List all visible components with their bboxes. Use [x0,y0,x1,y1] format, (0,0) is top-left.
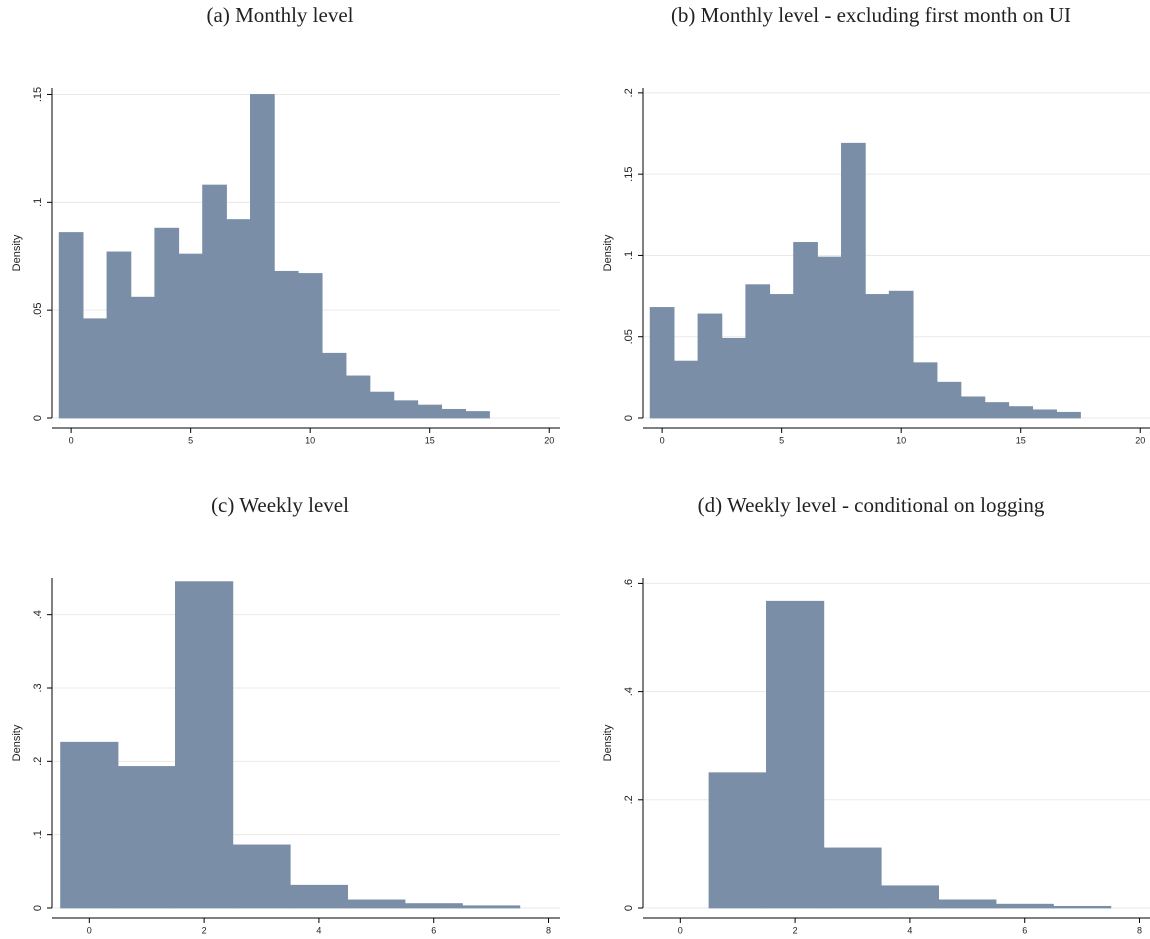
x-tick-label: 8 [1137,925,1142,935]
x-tick-label: 8 [546,925,551,935]
y-tick-label: .05 [623,329,635,344]
bar [250,94,275,419]
y-tick-label: .2 [32,757,44,766]
x-tick-label: 20 [1135,435,1145,445]
x-tick-label: 4 [316,925,321,935]
y-axis-label: Density [11,234,23,271]
y-tick-label: .15 [32,87,44,102]
x-tick-label: 0 [69,435,74,445]
y-tick-label: .2 [623,795,635,804]
bar [649,307,675,419]
bar [130,296,156,419]
y-tick-label: .1 [32,198,44,207]
chart-title: (c) Weekly level [211,493,349,517]
y-tick-label: .6 [623,579,635,588]
bar [769,294,795,419]
x-tick-label: 0 [678,925,683,935]
y-tick-label: 0 [623,415,635,421]
bar [154,227,180,419]
bar [1008,406,1034,419]
bar [766,600,825,909]
x-tick-label: 2 [793,925,798,935]
bar [708,772,767,909]
bar [232,844,291,909]
bar [441,408,466,419]
bar [175,581,234,909]
x-tick-label: 0 [87,925,92,935]
x-tick-label: 15 [425,435,435,445]
bar [1032,409,1057,419]
chart-title: (b) Monthly level - excluding first mont… [671,3,1071,27]
bar [1056,411,1081,419]
bar [178,253,204,419]
y-tick-label: .1 [32,830,44,839]
bar [960,396,986,419]
x-tick-label: 6 [1022,925,1027,935]
x-tick-label: 0 [660,435,665,445]
bar [938,899,997,909]
bar [106,251,132,419]
x-tick-label: 10 [896,435,906,445]
y-tick-label: .1 [623,251,635,260]
bar [369,391,395,419]
y-tick-label: 0 [32,415,44,421]
bar [345,375,371,419]
chart-title: (d) Weekly level - conditional on loggin… [698,493,1045,517]
bar [465,411,490,419]
x-tick-label: 10 [305,435,315,445]
y-axis-label: Density [602,234,614,271]
bar [60,741,119,909]
x-tick-label: 6 [431,925,436,935]
bar [936,381,962,419]
x-tick-label: 4 [907,925,912,935]
bar [793,242,818,419]
bar [321,352,347,419]
bar [912,362,938,419]
bar [202,184,227,419]
bar [745,284,771,419]
x-tick-label: 5 [779,435,784,445]
x-tick-label: 5 [188,435,193,445]
bar [82,318,108,419]
y-tick-label: .2 [623,88,635,97]
bar [297,273,323,419]
bar [347,899,406,909]
bar [817,256,842,419]
bar [404,903,463,909]
bar [393,400,419,419]
bar [888,290,914,419]
bar [721,337,747,419]
y-tick-label: .4 [32,610,44,619]
bar [984,402,1010,419]
bar [880,885,940,909]
y-tick-label: .3 [32,683,44,692]
x-tick-label: 2 [202,925,207,935]
x-tick-label: 20 [544,435,554,445]
bar [117,766,176,909]
y-tick-label: .4 [623,687,635,696]
bar [58,232,84,419]
bar [226,219,251,419]
bar [864,294,890,419]
bar [697,313,723,419]
bar [417,404,443,419]
chart-title: (a) Monthly level [207,3,354,27]
y-tick-label: .15 [623,167,635,182]
bar [1053,905,1112,909]
bar [289,884,349,909]
y-axis-label: Density [602,724,614,761]
x-tick-label: 15 [1016,435,1026,445]
bar [273,270,299,419]
bar [995,903,1054,909]
y-axis-label: Density [11,724,23,761]
bar [841,142,866,419]
bar [673,360,699,419]
bar [823,847,882,909]
y-tick-label: 0 [623,905,635,911]
bar [462,905,521,909]
y-tick-label: .05 [32,303,44,318]
y-tick-label: 0 [32,905,44,911]
